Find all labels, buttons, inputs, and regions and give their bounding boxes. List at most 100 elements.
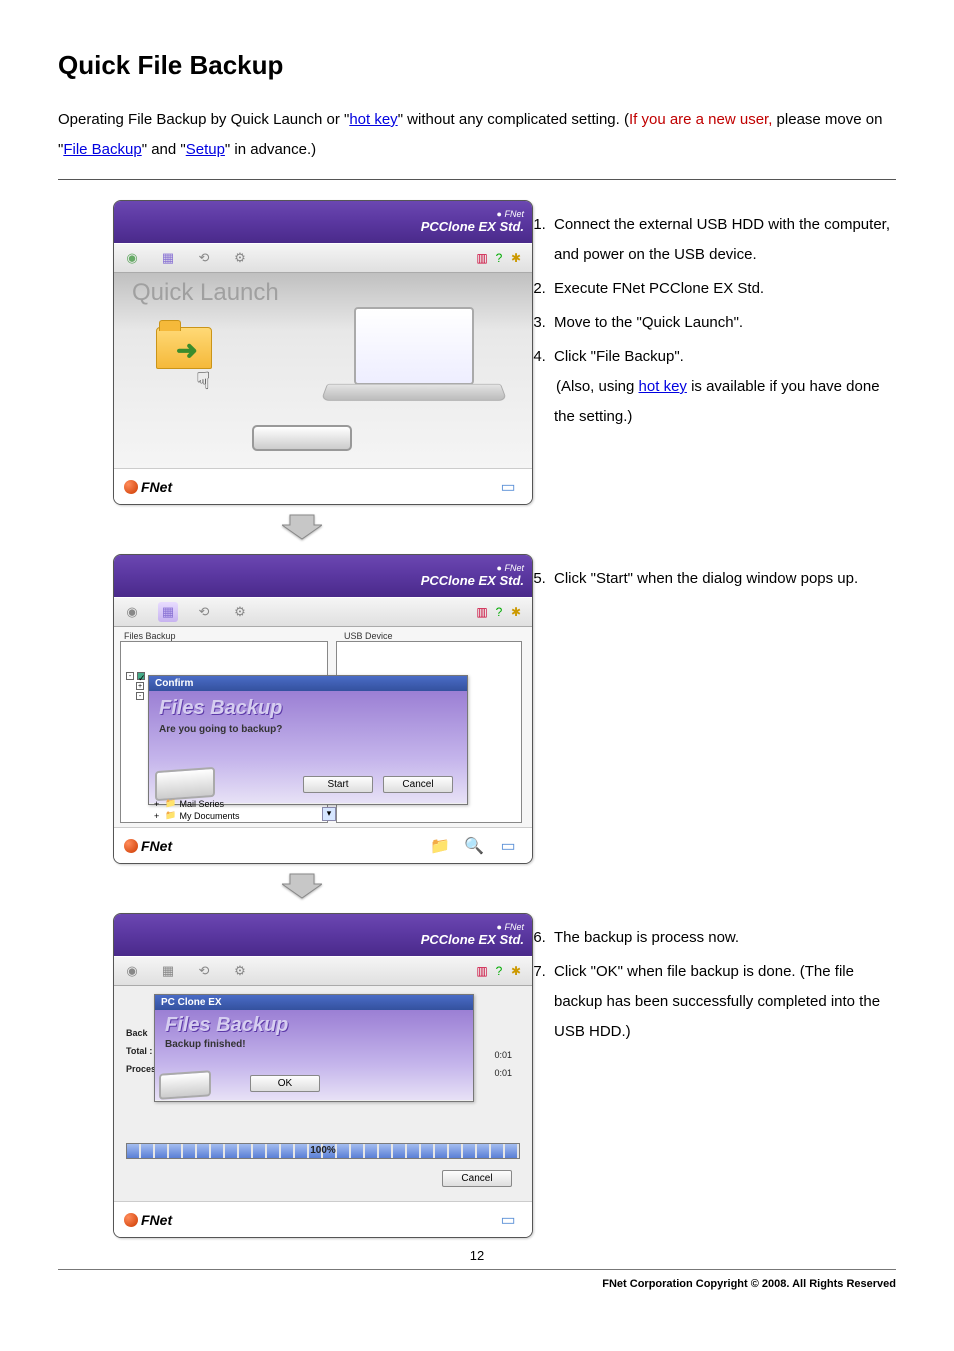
step-6: The backup is process now.	[550, 923, 896, 953]
info-heading: Files Backup	[165, 1014, 463, 1037]
intro-text: " in advance.)	[225, 141, 316, 158]
progress-bar: 100%	[126, 1143, 520, 1159]
progress-labels: Back Total : Proces	[126, 1024, 156, 1078]
setup-link[interactable]: Setup	[186, 141, 225, 158]
footer-restore-icon[interactable]: 🔍	[460, 835, 488, 857]
toolbar-help-icon[interactable]: ?	[491, 604, 507, 620]
hotkey-link-2[interactable]: hot key	[639, 378, 687, 395]
cursor-icon[interactable]: ☟	[196, 367, 211, 396]
cancel-button[interactable]: Cancel	[383, 776, 453, 793]
toolbar-setup-icon[interactable]: ⚙	[230, 961, 250, 981]
tree-bottom: +📁Mail Series +📁My Documents	[154, 797, 240, 821]
progress-percent: 100%	[310, 1145, 336, 1156]
laptop-icon	[324, 307, 504, 427]
tree-row[interactable]: -✓	[124, 671, 147, 681]
toolbar-file-manager-icon[interactable]: ⟲	[194, 602, 214, 622]
confirm-dialog: Confirm Files Backup Are you going to ba…	[148, 675, 468, 805]
app-title-main: PCClone EX Std.	[421, 220, 524, 234]
usb-device-panel-label: USB Device	[344, 631, 393, 641]
tree-row[interactable]: +📁My Documents	[154, 810, 240, 821]
toolbar-minimize-icon[interactable]: ▥	[474, 963, 490, 979]
step-5: Click "Start" when the dialog window pop…	[550, 564, 896, 594]
footer-divider	[58, 1269, 896, 1270]
toolbar-file-backup-icon[interactable]: ▦	[158, 248, 178, 268]
app-toolbar: ◉ ▦ ⟲ ⚙ ▥ ? ✱	[114, 597, 532, 627]
hotkey-link[interactable]: hot key	[349, 111, 397, 128]
fnet-logo: FNet	[124, 479, 172, 495]
page-title: Quick File Backup	[58, 50, 896, 81]
toolbar-setup-icon[interactable]: ⚙	[230, 602, 250, 622]
time-values: 0:01 0:01	[494, 1046, 512, 1082]
ok-button[interactable]: OK	[250, 1075, 320, 1092]
quick-launch-graphic: ➜ ☟	[132, 317, 514, 447]
scroll-down-icon[interactable]: ▾	[322, 807, 336, 821]
info-dialog-title: PC Clone EX	[155, 995, 473, 1010]
toolbar-file-backup-icon[interactable]: ▦	[158, 961, 178, 981]
toolbar-setup-icon[interactable]: ⚙	[230, 248, 250, 268]
confirm-question: Are you going to backup?	[159, 724, 457, 735]
app-window-files-backup: ● FNet PCClone EX Std. ◉ ▦ ⟲ ⚙ ▥ ? ✱ Fil…	[113, 554, 533, 864]
footer-tray-icon[interactable]: ▭	[494, 835, 522, 857]
app-title-bar: ● FNet PCClone EX Std.	[114, 914, 532, 956]
step-7: Click "OK" when file backup is done. (Th…	[550, 957, 896, 1047]
app-toolbar: ◉ ▦ ⟲ ⚙ ▥ ? ✱	[114, 956, 532, 986]
footer-backup-icon[interactable]: 📁	[426, 835, 454, 857]
app-toolbar: ◉ ▦ ⟲ ⚙ ▥ ? ✱	[114, 243, 532, 273]
toolbar-help-icon[interactable]: ?	[491, 963, 507, 979]
intro-text: " without any complicated setting. (	[398, 111, 629, 128]
step-4: Click "File Backup". (Also, using hot ke…	[550, 342, 896, 432]
intro-red-text: If you are a new user,	[629, 111, 772, 128]
page-number: 12	[58, 1248, 896, 1263]
app-window-backup-progress: ● FNet PCClone EX Std. ◉ ▦ ⟲ ⚙ ▥ ? ✱ Bac…	[113, 913, 533, 1238]
toolbar-quick-launch-icon[interactable]: ◉	[122, 248, 142, 268]
app-window-quick-launch: ● FNet PCClone EX Std. ◉ ▦ ⟲ ⚙ ▥ ? ✱ Qui…	[113, 200, 533, 505]
app-title-bar: ● FNet PCClone EX Std.	[114, 201, 532, 243]
footer-tray-icon[interactable]: ▭	[494, 476, 522, 498]
divider	[58, 179, 896, 180]
toolbar-about-icon[interactable]: ✱	[508, 250, 524, 266]
confirm-dialog-title: Confirm	[149, 676, 467, 691]
app-title-bar: ● FNet PCClone EX Std.	[114, 555, 532, 597]
hdd-icon	[252, 425, 352, 451]
files-backup-panel-label: Files Backup	[124, 631, 176, 641]
confirm-heading: Files Backup	[159, 697, 457, 720]
info-dialog: PC Clone EX Files Backup Backup finished…	[154, 994, 474, 1102]
step-4-sub: (Also, using hot key is available if you…	[554, 378, 880, 425]
toolbar-file-manager-icon[interactable]: ⟲	[194, 961, 214, 981]
steps-list-2: Click "Start" when the dialog window pop…	[520, 564, 896, 594]
toolbar-file-backup-icon[interactable]: ▦	[158, 602, 178, 622]
flow-arrow-down-icon	[113, 513, 490, 546]
cancel-button[interactable]: Cancel	[442, 1170, 512, 1187]
toolbar-minimize-icon[interactable]: ▥	[474, 250, 490, 266]
toolbar-quick-launch-icon[interactable]: ◉	[122, 961, 142, 981]
toolbar-help-icon[interactable]: ?	[491, 250, 507, 266]
copyright-text: FNet Corporation Copyright © 2008. All R…	[58, 1278, 896, 1290]
hdd-icon	[159, 1070, 211, 1100]
footer-tray-icon[interactable]: ▭	[494, 1209, 522, 1231]
step-3: Move to the "Quick Launch".	[550, 308, 896, 338]
start-button[interactable]: Start	[303, 776, 373, 793]
arrow-icon: ➜	[176, 335, 206, 365]
fnet-logo: FNet	[124, 838, 172, 854]
toolbar-about-icon[interactable]: ✱	[508, 604, 524, 620]
intro-paragraph: Operating File Backup by Quick Launch or…	[58, 105, 896, 165]
step-1: Connect the external USB HDD with the co…	[550, 210, 896, 270]
fnet-logo: FNet	[124, 1212, 172, 1228]
tree-row[interactable]: +📁Mail Series	[154, 798, 240, 809]
intro-text: Operating File Backup by Quick Launch or…	[58, 111, 349, 128]
toolbar-file-manager-icon[interactable]: ⟲	[194, 248, 214, 268]
toolbar-about-icon[interactable]: ✱	[508, 963, 524, 979]
info-message: Backup finished!	[165, 1039, 463, 1050]
file-backup-link[interactable]: File Backup	[63, 141, 141, 158]
tree-row[interactable]: -	[134, 691, 147, 701]
hdd-icon	[155, 767, 215, 801]
app-title-main: PCClone EX Std.	[421, 574, 524, 588]
toolbar-minimize-icon[interactable]: ▥	[474, 604, 490, 620]
step-2: Execute FNet PCClone EX Std.	[550, 274, 896, 304]
flow-arrow-down-icon	[113, 872, 490, 905]
steps-list-1: Connect the external USB HDD with the co…	[520, 210, 896, 432]
toolbar-quick-launch-icon[interactable]: ◉	[122, 602, 142, 622]
intro-text: " and "	[142, 141, 186, 158]
steps-list-3: The backup is process now. Click "OK" wh…	[520, 923, 896, 1047]
quick-launch-heading: Quick Launch	[132, 279, 514, 307]
